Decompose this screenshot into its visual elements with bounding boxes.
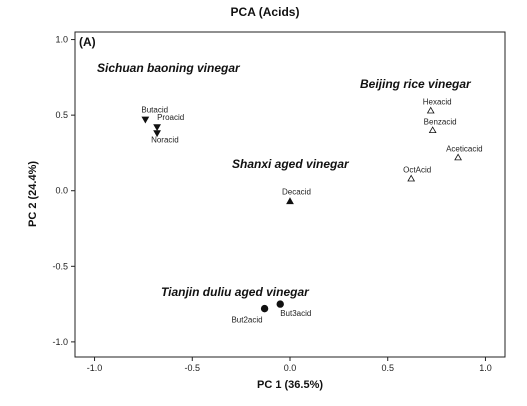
point-marker <box>260 304 269 313</box>
x-axis-title: PC 1 (36.5%) <box>257 379 323 391</box>
point-marker <box>407 174 416 182</box>
point-marker <box>454 153 462 161</box>
x-axis: -1.0 -0.5 0.0 0.5 1.0 <box>87 357 492 373</box>
point-label: Proacid <box>157 113 184 122</box>
chart-title: PCA (Acids) <box>231 5 300 19</box>
point-marker <box>428 126 437 134</box>
point-label: Aceticacid <box>446 144 482 153</box>
y-tick-label: 0.5 <box>55 110 68 120</box>
point-marker <box>426 106 435 114</box>
point-label: OctAcid <box>403 166 431 175</box>
point-marker <box>276 300 284 308</box>
y-tick-label: 0.0 <box>55 186 68 196</box>
point-marker <box>141 116 150 124</box>
x-tick-label: -1.0 <box>87 363 103 373</box>
group-label-sichuan: Sichuan baoning vinegar <box>97 61 241 75</box>
point-label: Butacid <box>141 106 168 115</box>
point-label: Noracid <box>151 135 179 144</box>
point-marker <box>286 197 294 205</box>
x-tick-label: -0.5 <box>185 363 201 373</box>
panel-label: (A) <box>79 35 96 49</box>
point-label: But3acid <box>280 309 311 318</box>
x-tick-label: 1.0 <box>479 363 492 373</box>
group-label-shanxi: Shanxi aged vinegar <box>232 157 350 171</box>
group-label-beijing: Beijing rice vinegar <box>360 77 472 91</box>
y-axis: -1.0 -0.5 0.0 0.5 1.0 <box>52 35 75 347</box>
y-tick-label: -0.5 <box>52 261 68 271</box>
point-label: Benzacid <box>424 117 457 126</box>
point-label: Hexacid <box>423 98 452 107</box>
x-tick-label: 0.5 <box>381 363 394 373</box>
point-label: Decacid <box>282 187 311 196</box>
y-axis-title: PC 2 (24.4%) <box>27 161 39 227</box>
y-tick-label: -1.0 <box>52 337 68 347</box>
point-marker <box>153 124 161 132</box>
x-tick-label: 0.0 <box>284 363 297 373</box>
point-label: But2acid <box>231 316 262 325</box>
point-marker <box>153 130 161 138</box>
y-tick-label: 1.0 <box>55 35 68 45</box>
group-labels: Sichuan baoning vinegar Beijing rice vin… <box>97 61 472 299</box>
group-label-tianjin: Tianjin duliu aged vinegar <box>161 285 310 299</box>
